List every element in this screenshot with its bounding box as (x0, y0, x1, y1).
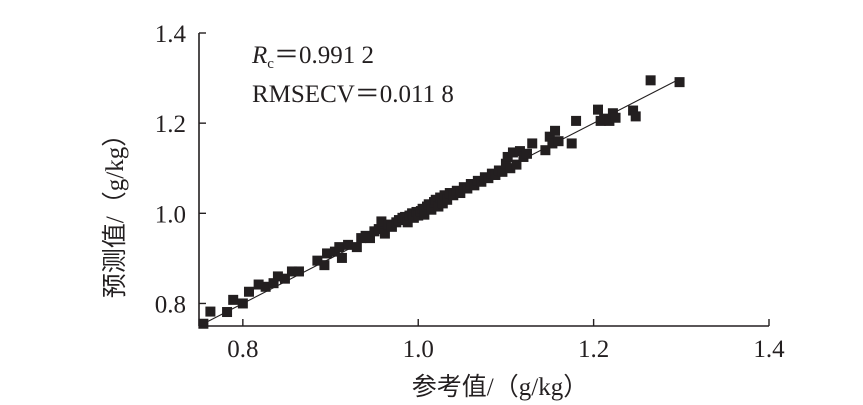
data-points (198, 75, 685, 329)
data-point (540, 145, 551, 156)
data-point (237, 298, 248, 309)
data-point (521, 148, 532, 159)
data-point (402, 217, 413, 228)
x-tick-label: 1.0 (403, 336, 434, 363)
data-point (507, 147, 518, 158)
data-point (343, 239, 354, 250)
x-tick-label: 1.2 (578, 336, 609, 363)
data-point (511, 159, 522, 170)
annotation-rc: Rc＝0.991 2 (251, 42, 374, 72)
data-point (419, 209, 430, 220)
data-point (514, 146, 525, 157)
x-tick-label: 0.8 (227, 336, 258, 363)
y-tick-label: 0.8 (155, 291, 186, 318)
data-point (645, 75, 656, 86)
data-point (198, 318, 209, 329)
data-point (527, 138, 538, 149)
data-point (319, 260, 330, 271)
y-tick-label: 1.4 (155, 21, 187, 48)
data-point (365, 233, 375, 244)
annotation-rc-value: ＝0.991 2 (274, 42, 374, 69)
data-point (630, 111, 641, 122)
annotation-rmsecv: RMSECV＝0.011 8 (252, 81, 454, 108)
data-point (502, 151, 513, 162)
x-tick-label: 1.4 (753, 336, 785, 363)
data-point (497, 166, 508, 177)
y-tick-label: 1.0 (155, 201, 186, 228)
data-point (279, 273, 290, 284)
data-point (604, 115, 615, 126)
data-point (222, 307, 233, 318)
data-point (455, 188, 466, 199)
y-tick-label: 1.2 (155, 111, 186, 138)
data-point (272, 271, 283, 282)
data-point (550, 125, 561, 136)
data-point (336, 252, 347, 263)
y-axis-label: 预测值/（g/kg） (101, 122, 129, 298)
data-point (544, 131, 555, 142)
data-point (243, 286, 254, 297)
data-point (312, 255, 323, 266)
data-point (426, 204, 437, 215)
data-point (593, 104, 603, 115)
data-point (373, 224, 384, 235)
x-axis-label: 参考值/（g/kg） (412, 373, 588, 401)
data-point (628, 105, 639, 116)
data-point (322, 248, 333, 259)
data-point (442, 194, 453, 205)
data-point (293, 266, 304, 277)
data-point (228, 294, 239, 305)
data-point (505, 163, 516, 174)
data-point (674, 77, 685, 88)
data-point (351, 242, 362, 253)
data-point (334, 242, 345, 253)
data-point (260, 281, 271, 292)
data-point (547, 138, 558, 149)
axes: 0.8 1.0 1.2 1.4 0.8 1.0 1.2 1.4 (155, 21, 785, 363)
data-point (423, 199, 434, 210)
data-point (379, 228, 390, 239)
data-point (268, 278, 279, 289)
data-point (205, 306, 216, 317)
data-point (553, 136, 564, 147)
annotation-rc-symbol: R (251, 42, 267, 69)
data-point (571, 115, 582, 126)
data-point (253, 279, 264, 290)
data-point (286, 266, 297, 277)
data-point (376, 216, 387, 227)
data-point (599, 113, 610, 124)
data-point (610, 112, 621, 123)
data-point (566, 138, 577, 149)
annotation-rc-subscript: c (267, 56, 274, 72)
